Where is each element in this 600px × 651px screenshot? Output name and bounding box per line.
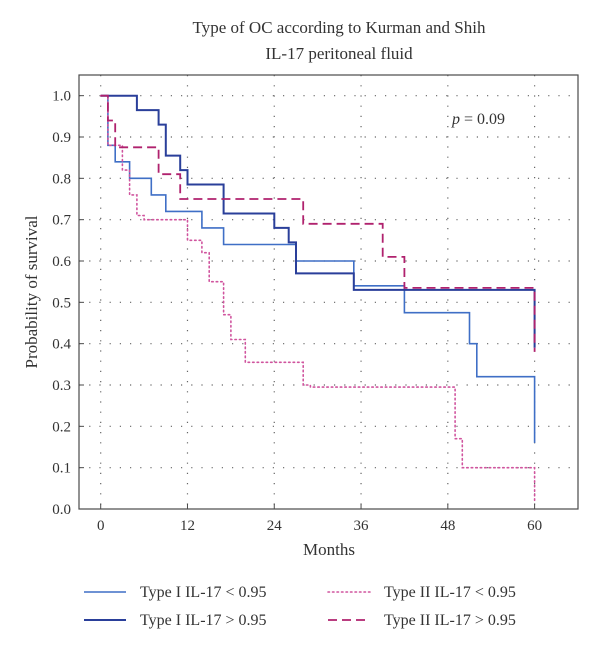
y-tick-label: 0.4 bbox=[52, 337, 71, 353]
grid-layer bbox=[79, 75, 578, 509]
chart-title-line-2: IL-17 peritoneal fluid bbox=[265, 44, 413, 63]
legend-label-2: Type I IL-17 > 0.95 bbox=[140, 612, 267, 629]
y-tick-label: 0.1 bbox=[52, 461, 71, 477]
legend-label-1: Type I IL-17 < 0.95 bbox=[140, 584, 267, 601]
y-tick-label: 0.8 bbox=[52, 171, 71, 187]
p-value-symbol: p bbox=[451, 111, 460, 128]
series-layer bbox=[99, 94, 536, 502]
x-tick-label: 24 bbox=[267, 518, 283, 534]
series-line-3 bbox=[99, 94, 536, 502]
series-line-1 bbox=[100, 94, 536, 443]
chart-title-line-1: Type of OC according to Kurman and Shih bbox=[193, 18, 486, 37]
legend-label-4: Type II IL-17 > 0.95 bbox=[384, 612, 516, 629]
x-tick-label: 60 bbox=[527, 518, 542, 534]
y-tick-label: 0.9 bbox=[52, 130, 71, 146]
plot-frame bbox=[78, 74, 579, 510]
legend: Type I IL-17 < 0.95 Type I IL-17 > 0.95 Ty… bbox=[84, 584, 516, 629]
y-tick-label: 0.3 bbox=[52, 378, 71, 394]
y-tick-label: 0.6 bbox=[52, 254, 71, 270]
y-tick-label: 0.5 bbox=[52, 295, 71, 311]
series-line-2 bbox=[100, 94, 536, 348]
p-value-annotation: p = 0.09 bbox=[451, 111, 505, 128]
x-tick-label: 48 bbox=[440, 518, 455, 534]
series-line-4 bbox=[100, 94, 536, 352]
x-tick-label: 36 bbox=[354, 518, 370, 534]
y-tick-label: 1.0 bbox=[52, 89, 71, 105]
x-tick-label: 0 bbox=[97, 518, 105, 534]
x-axis-label: Months bbox=[303, 540, 355, 559]
y-tick-label: 0.7 bbox=[52, 213, 71, 229]
legend-label-3: Type II IL-17 < 0.95 bbox=[384, 584, 516, 601]
x-tick-label: 12 bbox=[180, 518, 195, 534]
p-value-text: = 0.09 bbox=[460, 111, 505, 128]
tick-layer: 0.0 0.1 0.2 0.3 0.4 0.5 0.6 0.7 0.8 0.9 1.0 0 12 24 36… bbox=[52, 89, 542, 534]
y-axis-label: Probability of survival bbox=[22, 215, 41, 368]
y-tick-label: 0.0 bbox=[52, 502, 71, 518]
y-tick-label: 0.2 bbox=[52, 419, 71, 435]
